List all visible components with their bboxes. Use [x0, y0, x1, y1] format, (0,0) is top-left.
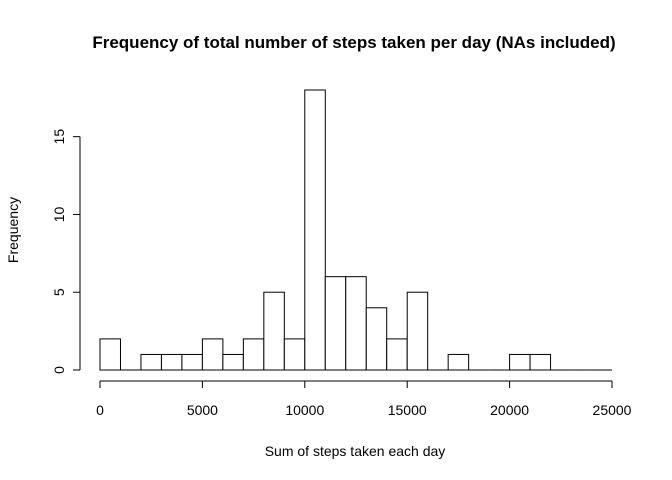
histogram-bar-3 [160, 353, 183, 371]
histogram-bar-13 [365, 307, 388, 371]
histogram-bar-11 [324, 276, 347, 371]
histogram-bar-17 [447, 353, 470, 371]
y-axis: 0 5 10 15 [51, 129, 81, 374]
x-tick-label-5: 25000 [593, 402, 632, 418]
histogram-bar-12 [345, 276, 367, 371]
histogram-bar-14 [386, 338, 408, 371]
x-tick-label-0: 0 [96, 402, 104, 418]
x-tick-label-1: 5000 [187, 402, 218, 418]
y-tick-label-0: 0 [51, 366, 67, 374]
y-axis-label: Frequency [5, 197, 21, 263]
histogram-bar-2 [140, 353, 162, 371]
y-tick-label-2: 10 [51, 206, 67, 222]
histogram-bar-20 [509, 353, 531, 371]
x-axis-label: Sum of steps taken each day [265, 443, 446, 459]
histogram-bar-5 [201, 338, 224, 371]
x-axis: 0 5000 10000 15000 20000 25000 [96, 380, 632, 418]
histogram-bar-7 [242, 338, 265, 371]
histogram-bar-15 [406, 291, 429, 371]
histogram-bar-6 [222, 353, 244, 371]
x-tick-label-2: 10000 [285, 402, 324, 418]
histogram-bar-21 [529, 353, 552, 371]
x-tick-label-3: 15000 [388, 402, 427, 418]
histogram-bar-0 [99, 338, 121, 371]
bars-layer [99, 89, 612, 371]
x-tick-label-4: 20000 [490, 402, 529, 418]
y-tick-label-1: 5 [51, 288, 67, 296]
histogram-bar-9 [283, 338, 306, 371]
histogram-bar-8 [263, 291, 285, 371]
histogram-bar-4 [181, 353, 203, 371]
chart-title: Frequency of total number of steps taken… [92, 33, 615, 52]
histogram-bar-10 [304, 89, 326, 371]
y-tick-label-3: 15 [51, 129, 67, 145]
